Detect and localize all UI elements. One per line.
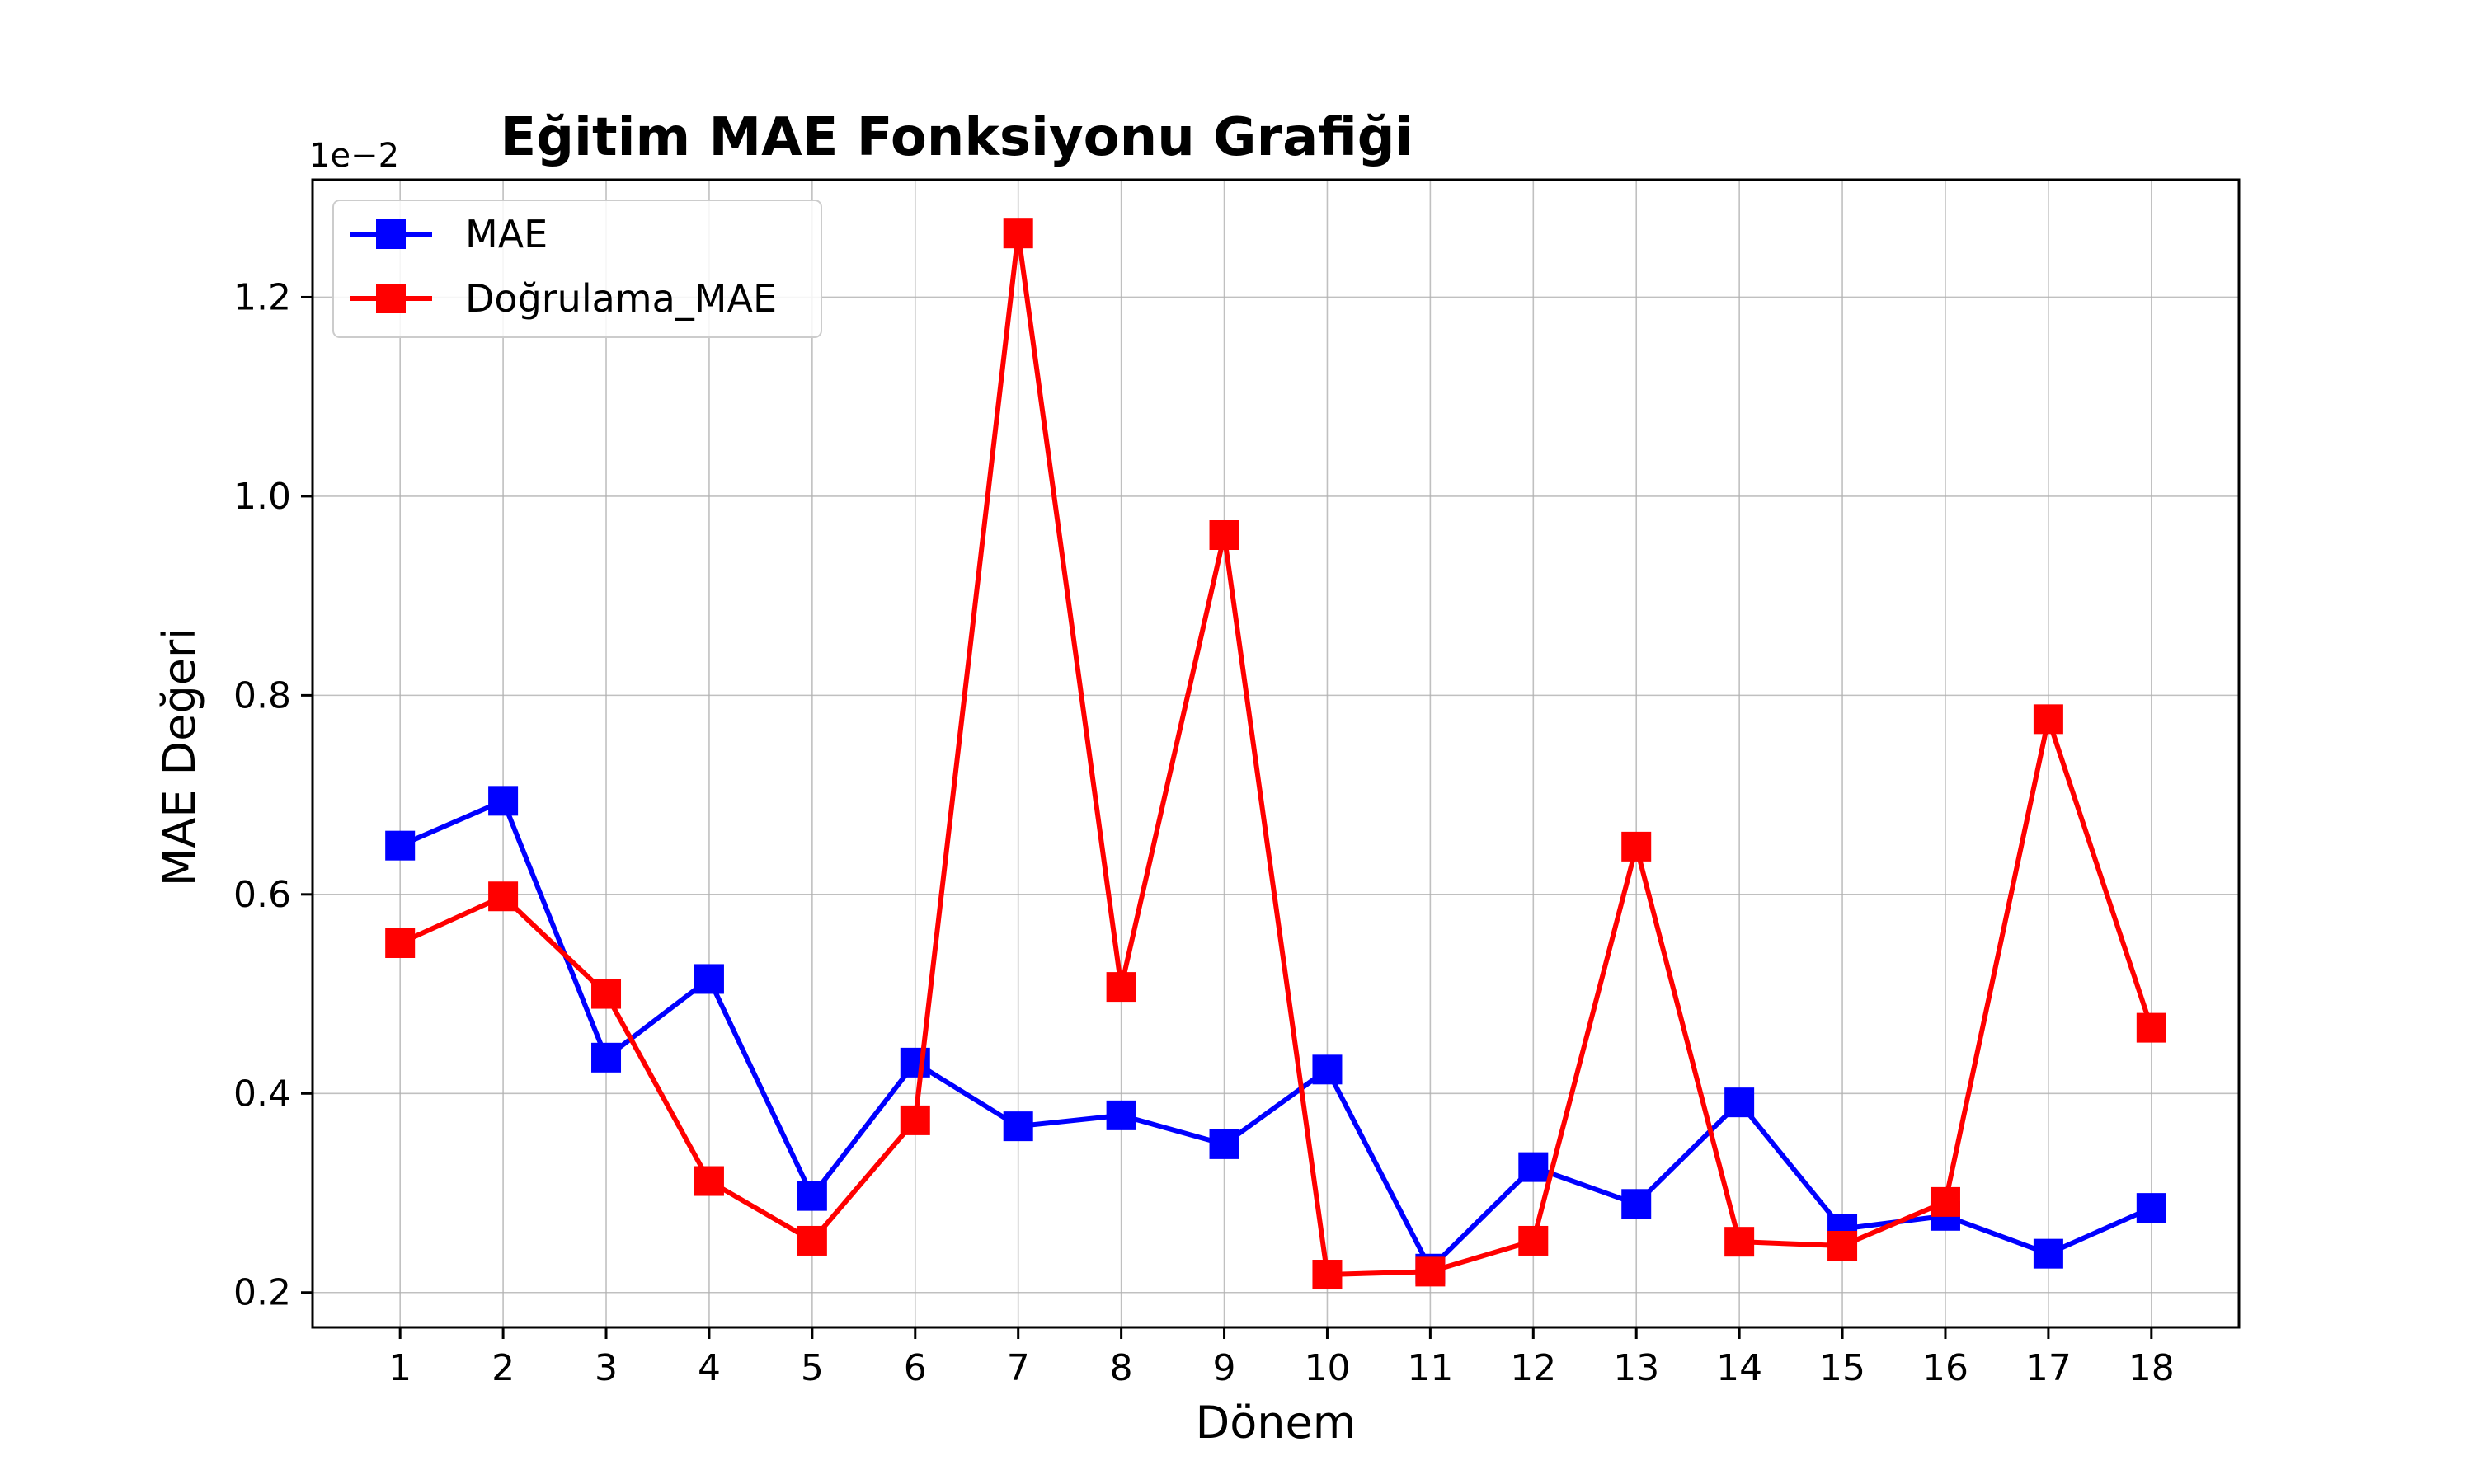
data-point-marker	[694, 964, 724, 994]
series-dogrulama-mae	[385, 218, 2166, 1290]
data-point-marker	[1209, 520, 1239, 551]
data-point-marker	[1724, 1087, 1755, 1118]
data-point-marker	[2033, 704, 2063, 735]
data-point-marker	[694, 1166, 724, 1196]
data-point-marker	[797, 1181, 827, 1211]
data-point-marker	[1106, 1100, 1136, 1130]
x-axis-label: Dönem	[1196, 1397, 1357, 1449]
x-tick-label: 18	[2128, 1347, 2175, 1389]
x-tick-label: 9	[1213, 1347, 1236, 1389]
data-point-marker	[1003, 1111, 1033, 1142]
legend: MAE Doğrulama_MAE	[332, 200, 822, 338]
data-point-marker	[591, 1042, 622, 1073]
data-point-marker	[1621, 1189, 1652, 1219]
x-tick-label: 4	[698, 1347, 721, 1389]
data-point-marker	[1106, 972, 1136, 1003]
data-point-marker	[1415, 1256, 1446, 1287]
series-line	[398, 231, 2154, 1278]
y-tick-label: 0.6	[233, 874, 291, 916]
legend-marker	[376, 219, 406, 249]
x-tick-label: 11	[1407, 1347, 1453, 1389]
x-tick-label: 17	[2025, 1347, 2072, 1389]
y-tick-label: 0.4	[233, 1073, 291, 1115]
x-tick-label: 5	[801, 1347, 824, 1389]
data-point-marker	[1518, 1225, 1549, 1256]
legend-box	[332, 200, 822, 338]
x-tick-label: 8	[1110, 1347, 1133, 1389]
data-point-marker	[385, 928, 416, 958]
data-point-marker	[1003, 218, 1033, 249]
data-point-marker	[1724, 1227, 1755, 1257]
legend-label: Doğrulama_MAE	[465, 276, 777, 321]
data-point-marker	[385, 830, 416, 861]
y-tick-label: 1.2	[233, 276, 291, 318]
y-offset-label: 1e−2	[309, 137, 399, 175]
legend-marker	[376, 284, 406, 313]
data-point-marker	[591, 979, 622, 1009]
x-tick-label: 2	[492, 1347, 515, 1389]
y-tick-label: 0.2	[233, 1272, 291, 1314]
data-point-marker	[1930, 1186, 1960, 1217]
x-tick-label: 13	[1613, 1347, 1659, 1389]
data-point-marker	[2136, 1193, 2166, 1223]
data-point-marker	[1312, 1054, 1343, 1085]
data-point-marker	[2033, 1238, 2063, 1269]
data-point-marker	[488, 881, 519, 912]
x-tick-label: 6	[904, 1347, 927, 1389]
x-tick-label: 15	[1819, 1347, 1865, 1389]
x-tick-label: 1	[388, 1347, 412, 1389]
data-point-marker	[2136, 1012, 2166, 1043]
plot-area-frame	[311, 178, 2241, 1329]
series-line	[398, 798, 2153, 1271]
x-tick-label: 12	[1510, 1347, 1556, 1389]
series-layer	[385, 218, 2166, 1290]
x-tick-label: 14	[1716, 1347, 1762, 1389]
chart-title: Eğitim MAE Fonksiyonu Grafiği	[501, 107, 1413, 168]
data-point-marker	[1518, 1152, 1549, 1182]
x-tick-label: 7	[1007, 1347, 1030, 1389]
y-axis-label: MAE Değeri	[153, 627, 205, 886]
legend-label: MAE	[465, 212, 548, 256]
data-point-marker	[1621, 831, 1652, 862]
x-tick-label: 3	[595, 1347, 618, 1389]
data-point-marker	[1209, 1129, 1239, 1159]
x-tick-label: 16	[1922, 1347, 1968, 1389]
data-point-marker	[1312, 1260, 1343, 1290]
data-point-marker	[488, 786, 519, 816]
x-tick-label: 10	[1304, 1347, 1350, 1389]
data-point-marker	[1827, 1231, 1858, 1261]
data-point-marker	[797, 1225, 827, 1256]
y-tick-label: 0.8	[233, 674, 291, 716]
y-tick-label: 1.0	[233, 476, 291, 518]
axis-ticks: 1 2 3 4 5 6 7 8 9 10 11 12 13 14 15 16 17 180.20.40.60.81…	[233, 276, 2175, 1389]
data-point-marker	[900, 1105, 930, 1135]
grid	[313, 180, 2239, 1327]
